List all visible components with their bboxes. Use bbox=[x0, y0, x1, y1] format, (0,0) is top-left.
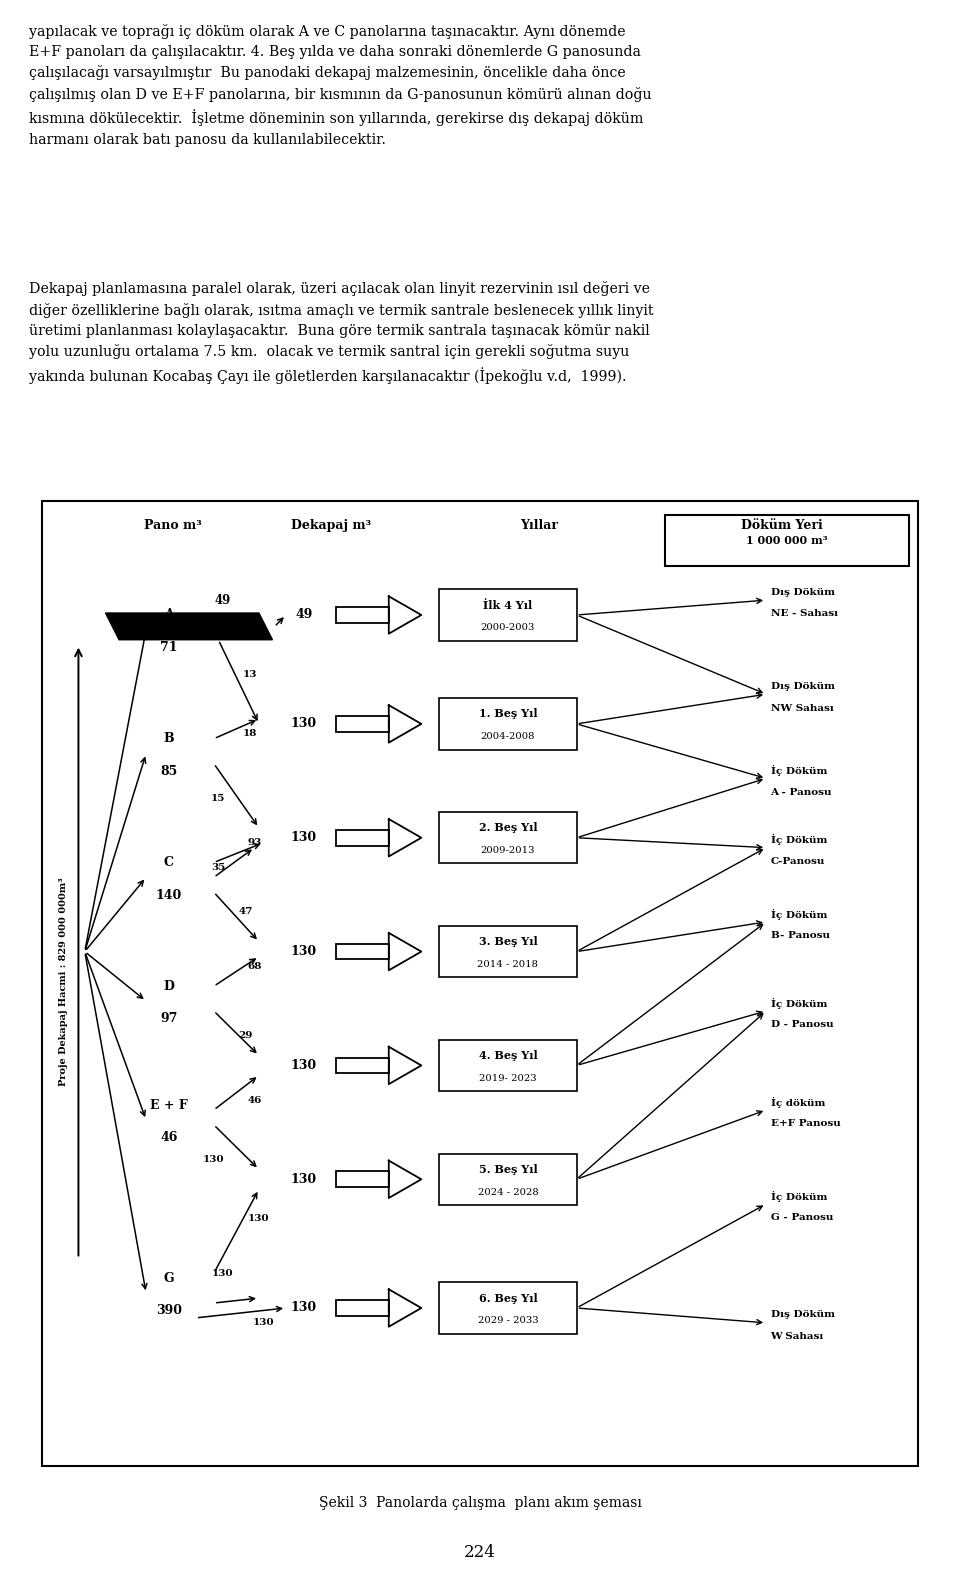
Bar bbox=[336, 1058, 389, 1074]
Text: 46: 46 bbox=[248, 1096, 261, 1104]
Bar bbox=[440, 699, 577, 749]
Text: Yıllar: Yıllar bbox=[519, 520, 558, 532]
Text: C-Panosu: C-Panosu bbox=[771, 857, 825, 866]
Text: A: A bbox=[164, 608, 174, 621]
Text: 47: 47 bbox=[238, 908, 252, 917]
Text: NE - Sahası: NE - Sahası bbox=[771, 610, 837, 618]
Text: İç Döküm: İç Döküm bbox=[771, 1191, 827, 1202]
Text: 2. Beş Yıl: 2. Beş Yıl bbox=[479, 822, 538, 833]
Text: 130: 130 bbox=[252, 1318, 275, 1327]
Text: İlk 4 Yıl: İlk 4 Yıl bbox=[483, 600, 533, 610]
Bar bbox=[336, 607, 389, 623]
Text: E + F: E + F bbox=[150, 1099, 187, 1112]
Text: 2014 - 2018: 2014 - 2018 bbox=[477, 960, 539, 969]
Bar bbox=[440, 1039, 577, 1091]
Text: İç Döküm: İç Döküm bbox=[771, 835, 827, 846]
Text: 71: 71 bbox=[160, 642, 178, 654]
Bar bbox=[440, 589, 577, 640]
Text: 97: 97 bbox=[160, 1012, 178, 1025]
Text: 130: 130 bbox=[248, 1215, 270, 1223]
Text: 13: 13 bbox=[243, 670, 257, 680]
Text: 5. Beş Yıl: 5. Beş Yıl bbox=[479, 1164, 538, 1175]
Text: Döküm Yeri: Döküm Yeri bbox=[741, 520, 823, 532]
Bar bbox=[665, 515, 908, 567]
Bar bbox=[440, 1153, 577, 1205]
Text: İç Döküm: İç Döküm bbox=[771, 998, 827, 1009]
Text: 2019- 2023: 2019- 2023 bbox=[479, 1074, 537, 1083]
Text: 49: 49 bbox=[296, 608, 313, 621]
Text: 93: 93 bbox=[248, 838, 261, 847]
Text: İç döküm: İç döküm bbox=[771, 1096, 825, 1107]
Text: B- Panosu: B- Panosu bbox=[771, 931, 829, 941]
Text: 46: 46 bbox=[160, 1131, 178, 1144]
Text: 1 000 000 m³: 1 000 000 m³ bbox=[746, 535, 828, 546]
Text: 49: 49 bbox=[215, 594, 231, 607]
Polygon shape bbox=[106, 613, 273, 640]
Text: 130: 130 bbox=[291, 832, 317, 844]
Bar bbox=[440, 1283, 577, 1334]
Text: 29: 29 bbox=[238, 1031, 252, 1041]
Text: 224: 224 bbox=[464, 1544, 496, 1560]
Text: A - Panosu: A - Panosu bbox=[771, 787, 832, 797]
Text: 2009-2013: 2009-2013 bbox=[481, 846, 536, 855]
Text: 1. Beş Yıl: 1. Beş Yıl bbox=[479, 708, 538, 719]
Text: 130: 130 bbox=[291, 1060, 317, 1072]
Text: W Sahası: W Sahası bbox=[771, 1332, 824, 1342]
Text: G: G bbox=[163, 1272, 174, 1285]
Text: Dekapaj m³: Dekapaj m³ bbox=[291, 520, 372, 532]
Text: 390: 390 bbox=[156, 1305, 181, 1318]
Text: 18: 18 bbox=[243, 729, 257, 738]
Text: 2029 - 2033: 2029 - 2033 bbox=[478, 1316, 539, 1326]
Text: 130: 130 bbox=[212, 1269, 233, 1278]
Text: Dış Döküm: Dış Döküm bbox=[771, 681, 834, 691]
Text: 15: 15 bbox=[211, 794, 226, 803]
Text: 130: 130 bbox=[291, 718, 317, 730]
Text: İç Döküm: İç Döküm bbox=[771, 765, 827, 776]
Text: 6. Beş Yıl: 6. Beş Yıl bbox=[479, 1293, 538, 1304]
Text: 130: 130 bbox=[291, 1172, 317, 1186]
Text: Dış Döküm: Dış Döküm bbox=[771, 588, 834, 597]
Text: 68: 68 bbox=[248, 961, 261, 971]
Text: D - Panosu: D - Panosu bbox=[771, 1020, 833, 1030]
Bar bbox=[336, 716, 389, 732]
Text: Pano m³: Pano m³ bbox=[144, 520, 202, 532]
Text: 2004-2008: 2004-2008 bbox=[481, 732, 536, 741]
Text: B: B bbox=[163, 732, 174, 744]
Text: 4. Beş Yıl: 4. Beş Yıl bbox=[479, 1050, 538, 1061]
Text: 130: 130 bbox=[291, 946, 317, 958]
Text: 3. Beş Yıl: 3. Beş Yıl bbox=[479, 936, 538, 947]
Text: Proje Dekapaj Hacmi : 829 000 000m³: Proje Dekapaj Hacmi : 829 000 000m³ bbox=[59, 878, 67, 1085]
Text: 85: 85 bbox=[160, 765, 178, 778]
Text: 2000-2003: 2000-2003 bbox=[481, 624, 535, 632]
Text: G - Panosu: G - Panosu bbox=[771, 1213, 833, 1223]
Text: 130: 130 bbox=[203, 1155, 225, 1164]
Text: İç Döküm: İç Döküm bbox=[771, 909, 827, 919]
Bar bbox=[336, 1172, 389, 1186]
Text: Şekil 3  Panolarda çalışma  planı akım şeması: Şekil 3 Panolarda çalışma planı akım şem… bbox=[319, 1497, 641, 1510]
Text: Dış Döküm: Dış Döküm bbox=[771, 1310, 834, 1319]
Bar bbox=[336, 830, 389, 846]
Text: E+F Panosu: E+F Panosu bbox=[771, 1120, 840, 1128]
Text: 2024 - 2028: 2024 - 2028 bbox=[477, 1188, 539, 1196]
Text: C: C bbox=[163, 855, 174, 870]
Bar bbox=[336, 944, 389, 960]
Text: NW Sahası: NW Sahası bbox=[771, 703, 833, 713]
Bar bbox=[440, 925, 577, 977]
Text: D: D bbox=[163, 980, 174, 993]
Bar bbox=[440, 813, 577, 863]
Text: Dekapaj planlamasına paralel olarak, üzeri açılacak olan linyit rezervinin ısıl : Dekapaj planlamasına paralel olarak, üze… bbox=[29, 280, 654, 383]
Text: 35: 35 bbox=[211, 863, 226, 871]
Text: 130: 130 bbox=[291, 1302, 317, 1315]
Bar bbox=[336, 1300, 389, 1316]
Text: yapılacak ve toprağı iç döküm olarak A ve C panolarına taşınacaktır. Aynı dönemd: yapılacak ve toprağı iç döküm olarak A v… bbox=[29, 24, 652, 146]
Text: 140: 140 bbox=[156, 889, 181, 901]
